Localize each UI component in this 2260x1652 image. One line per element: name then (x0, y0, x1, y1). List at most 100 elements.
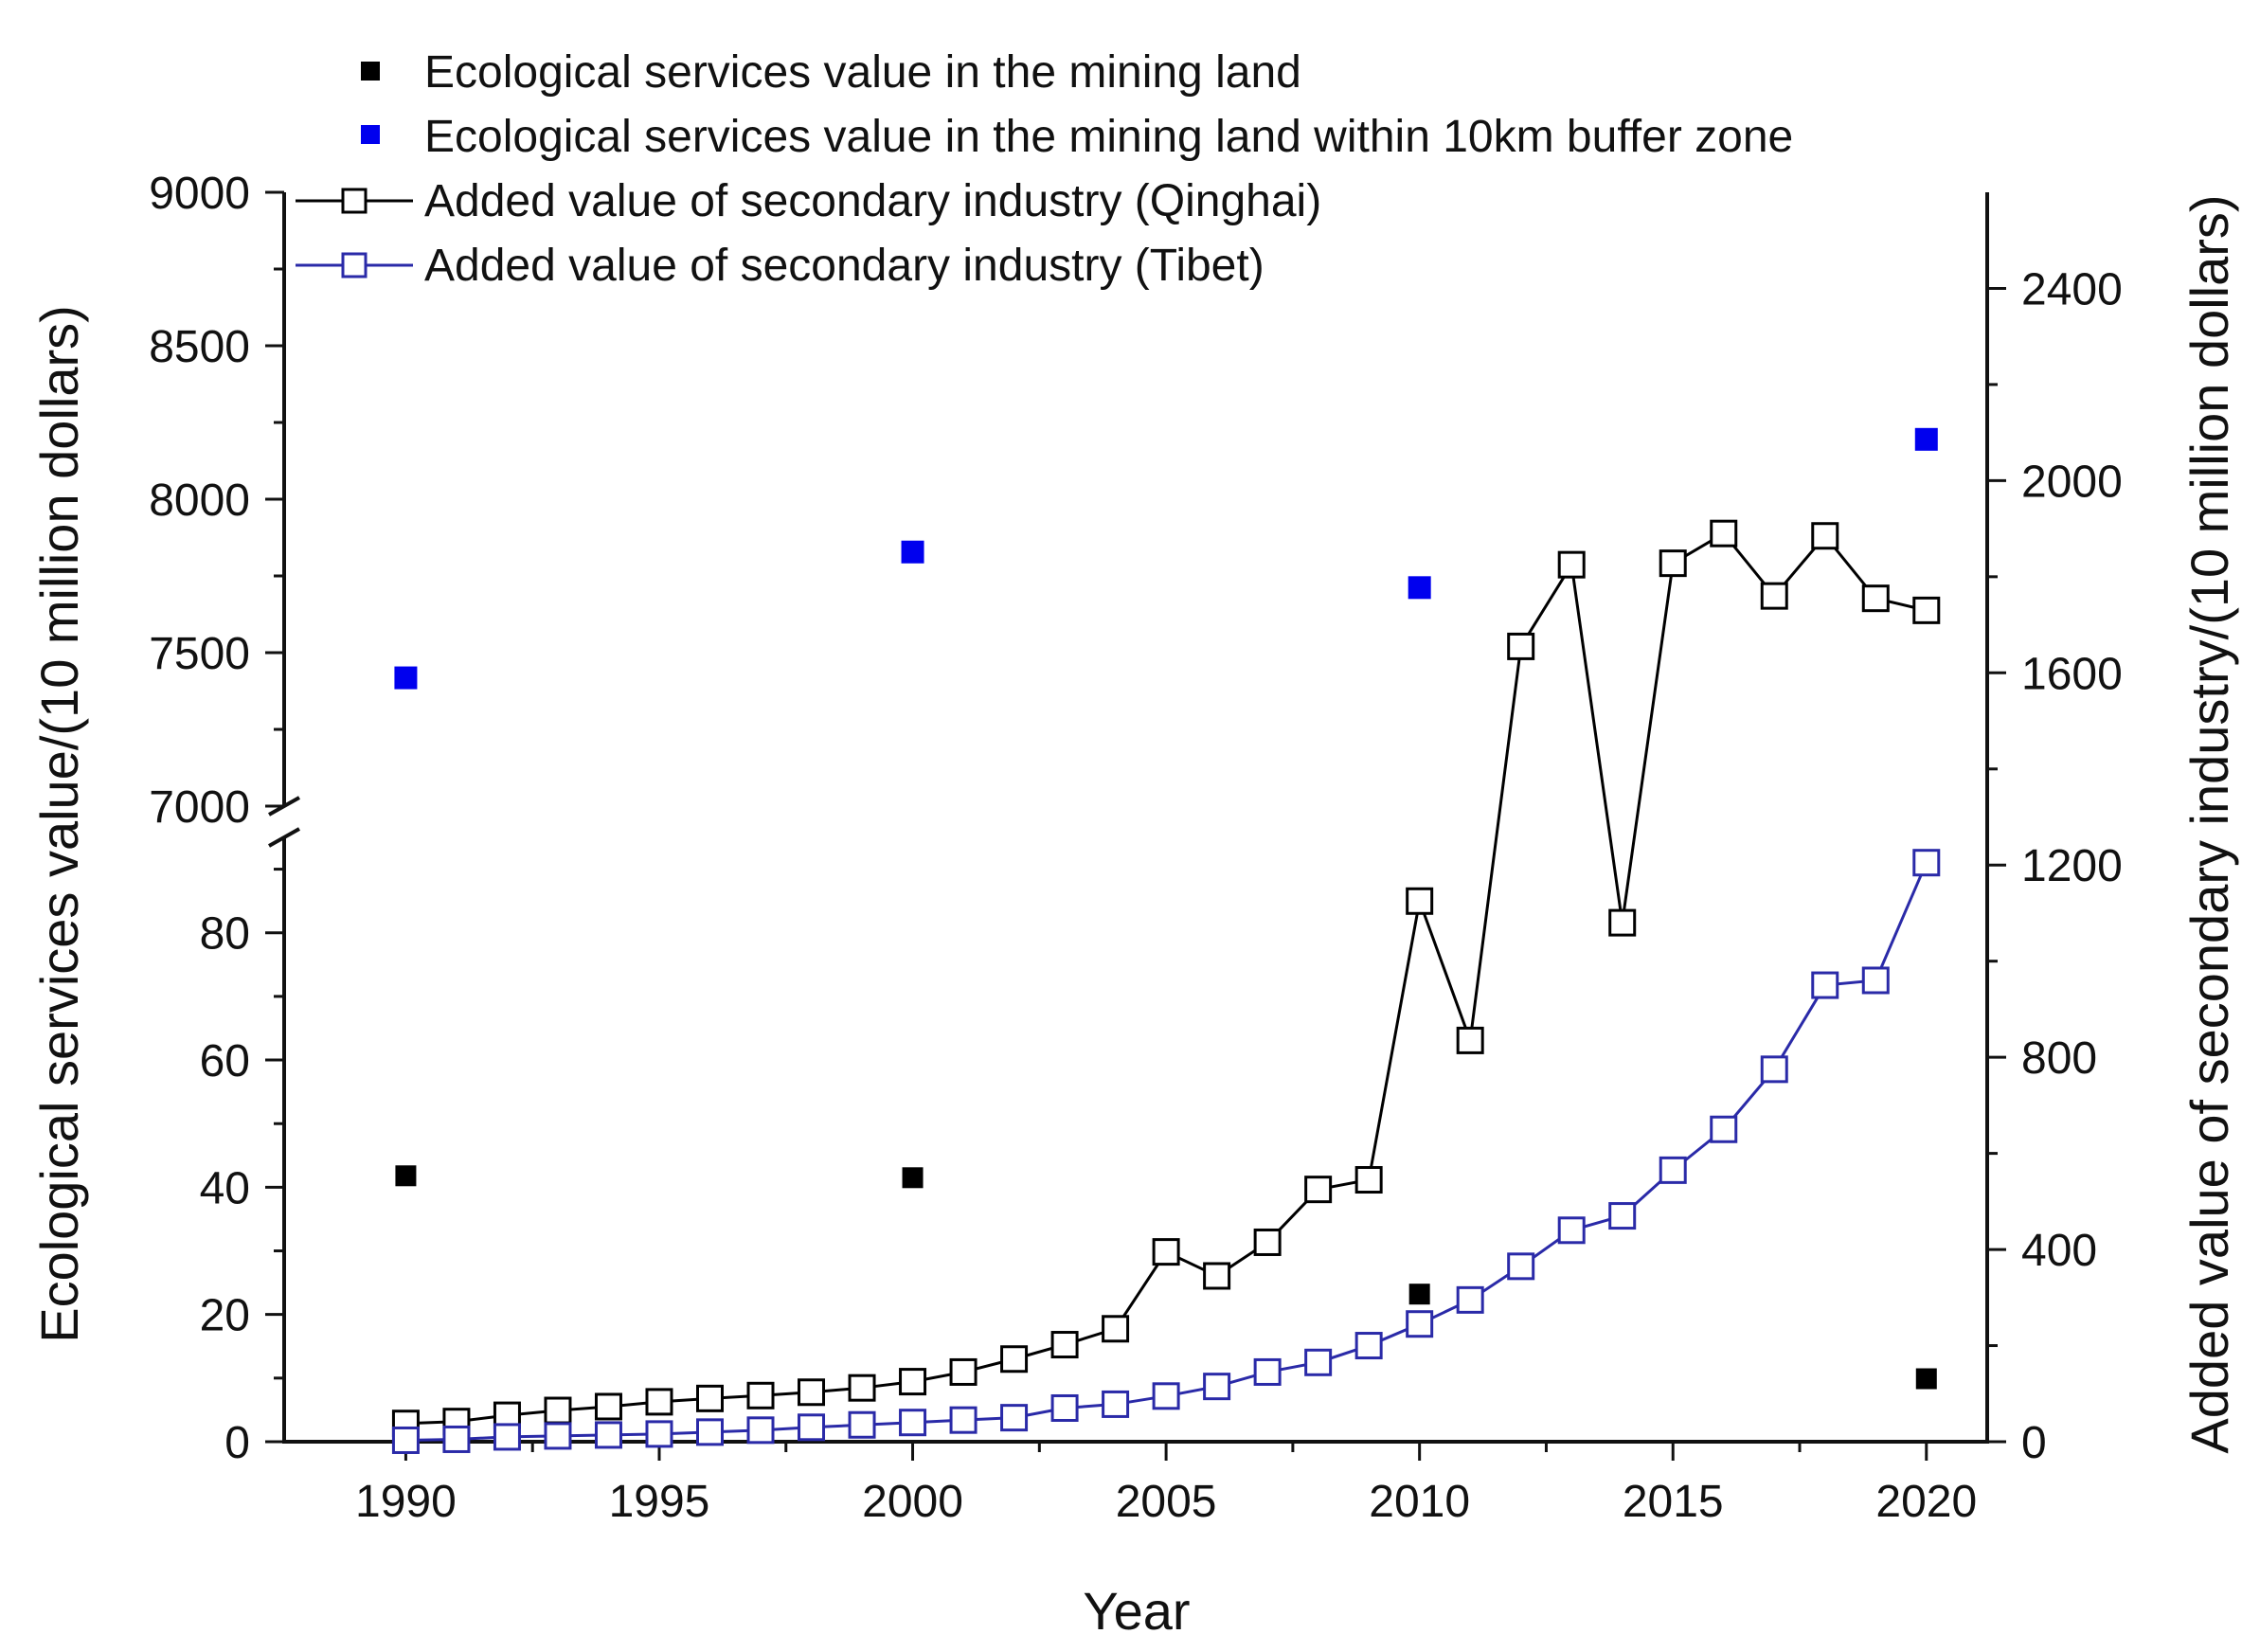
series-tibet (391, 849, 1941, 1454)
qinghai-point (696, 1384, 724, 1412)
right-y-tick-label: 1600 (2021, 649, 2123, 699)
legend-item-qinghai: Added value of secondary industry (Qingh… (296, 176, 1321, 226)
tibet-point (645, 1420, 673, 1448)
tibet-point (1152, 1382, 1180, 1410)
right-y-tick-label: 2000 (2021, 457, 2123, 507)
qinghai-point (1710, 519, 1738, 548)
qinghai-point (1203, 1262, 1231, 1290)
legend-label-qinghai: Added value of secondary industry (Qingh… (424, 176, 1321, 226)
x-tick-label: 2000 (862, 1477, 963, 1527)
tibet-point (1811, 971, 1839, 999)
right-y-tick-label: 0 (2021, 1418, 2047, 1468)
legend-marker-buffer-zone (361, 125, 380, 144)
x-tick-label: 2010 (1369, 1477, 1470, 1527)
mining-land-point (1915, 1368, 1937, 1390)
tibet-point (1102, 1390, 1130, 1418)
tibet-point (1406, 1310, 1434, 1338)
tick-marks (265, 190, 2006, 1461)
x-tick-label: 2005 (1116, 1477, 1217, 1527)
left-y-tick-label: 20 (200, 1291, 250, 1341)
legend-label-tibet: Added value of secondary industry (Tibet… (424, 241, 1265, 291)
tibet-point (1354, 1332, 1383, 1360)
legend-marker-tibet (341, 252, 368, 278)
tibet-point (1861, 966, 1890, 995)
x-tick-label: 1990 (355, 1477, 457, 1527)
tibet-point (899, 1409, 927, 1437)
tibet-point (1760, 1055, 1788, 1084)
tibet-point (493, 1423, 521, 1451)
qinghai-point (1760, 582, 1788, 610)
tick-labels: 1990 1995 2000 2005 2010 2015 2020 0 20 40 60 80 700… (149, 169, 2123, 1527)
qinghai-point (1456, 1026, 1484, 1054)
qinghai-point (746, 1381, 775, 1410)
qinghai-point (899, 1368, 927, 1396)
axis-break-mark-bottom (268, 827, 300, 848)
right-y-tick-label: 400 (2021, 1226, 2097, 1276)
legend-item-buffer-zone: Ecological services value in the mining … (361, 112, 1793, 162)
qinghai-point (1912, 596, 1941, 624)
tibet-point (1710, 1115, 1738, 1143)
tibet-point (949, 1406, 978, 1434)
tibet-point (1253, 1357, 1282, 1386)
left-y-tick-label: 0 (224, 1418, 250, 1468)
right-y-tick-label: 1200 (2021, 841, 2123, 891)
qinghai-point (1557, 550, 1586, 579)
legend-marker-mining-land (361, 62, 380, 81)
left-y-tick-label: 7000 (149, 782, 250, 833)
qinghai-point (1304, 1176, 1333, 1204)
left-y-tick-label: 9000 (149, 169, 250, 219)
buffer-zone-point (1914, 427, 1938, 451)
series-buffer-zone (394, 427, 1938, 690)
left-y-tick-label: 7500 (149, 629, 250, 679)
qinghai-point (645, 1388, 673, 1416)
left-y-tick-label: 60 (200, 1036, 250, 1086)
mining-land-point (902, 1167, 924, 1189)
left-y-tick-label: 80 (200, 909, 250, 960)
legend-marker-qinghai (341, 188, 368, 214)
qinghai-point (1152, 1238, 1180, 1266)
tibet-point (1304, 1348, 1333, 1376)
x-axis-title: Year (1083, 1581, 1190, 1641)
buffer-zone-point (394, 666, 418, 690)
qinghai-point (1000, 1345, 1029, 1374)
qinghai-line (405, 531, 1928, 1426)
left-y-tick-label: 8000 (149, 476, 250, 526)
tibet-point (848, 1410, 876, 1439)
legend-label-buffer-zone: Ecological services value in the mining … (424, 112, 1793, 162)
qinghai-point (544, 1396, 572, 1425)
qinghai-point (1861, 584, 1890, 613)
mining-land-point (1408, 1284, 1430, 1305)
left-y-axis-title: Ecological services value/(10 million do… (29, 305, 89, 1343)
x-tick-label: 2015 (1623, 1477, 1724, 1527)
qinghai-point (798, 1378, 826, 1407)
legend-item-tibet: Added value of secondary industry (Tibet… (296, 241, 1265, 291)
qinghai-point (1811, 522, 1839, 550)
legend-label-mining-land: Ecological services value in the mining … (424, 47, 1301, 98)
tibet-point (391, 1426, 420, 1454)
qinghai-point (848, 1374, 876, 1402)
qinghai-point (949, 1357, 978, 1386)
left-y-tick-label: 8500 (149, 322, 250, 372)
buffer-zone-point (1408, 576, 1431, 600)
series-qinghai (391, 519, 1941, 1438)
legend: Ecological services value in the mining … (296, 47, 1793, 291)
mining-land-point (395, 1165, 417, 1187)
tibet-point (1507, 1252, 1535, 1281)
tibet-point (1456, 1285, 1484, 1314)
tibet-point (544, 1422, 572, 1450)
tibet-point (1050, 1393, 1079, 1422)
tibet-point (1203, 1373, 1231, 1401)
tibet-point (1912, 849, 1941, 877)
tibet-point (746, 1416, 775, 1445)
series-layer (391, 427, 1941, 1454)
qinghai-point (594, 1392, 622, 1421)
right-y-axis-title: Added value of secondary industry/(10 mi… (2179, 194, 2239, 1453)
tibet-point (1000, 1404, 1029, 1432)
qinghai-point (1354, 1166, 1383, 1194)
qinghai-point (1659, 549, 1687, 578)
x-tick-label: 2020 (1875, 1477, 1977, 1527)
tibet-line (405, 862, 1928, 1442)
qinghai-point (1050, 1331, 1079, 1359)
qinghai-point (1406, 887, 1434, 915)
